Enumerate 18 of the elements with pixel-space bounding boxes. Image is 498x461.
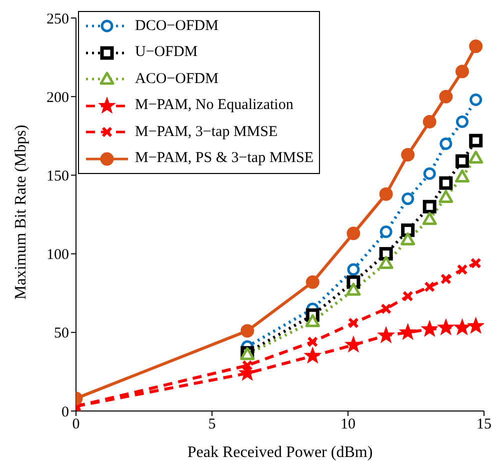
y-tick-label: 150 xyxy=(46,168,69,185)
legend-label: M−PAM, 3−tap MMSE xyxy=(135,124,278,140)
y-axis-title: Maximum Bit Rate (Mbps) xyxy=(12,124,30,300)
legend-label: ACO−OFDM xyxy=(135,70,218,87)
legend-label: M−PAM, PS & 3−tap MMSE xyxy=(135,150,314,166)
x-tick-label: 10 xyxy=(340,416,356,433)
y-tick-label: 100 xyxy=(46,247,69,264)
legend-label: U−OFDM xyxy=(135,44,198,60)
y-tick-label: 200 xyxy=(46,90,69,106)
x-tick-label: 0 xyxy=(72,416,80,433)
legend-label: DCO−OFDM xyxy=(135,18,218,34)
x-tick-label: 5 xyxy=(208,416,216,433)
x-tick-label: 15 xyxy=(476,416,492,433)
legend-label: M−PAM, No Equalization xyxy=(135,97,294,114)
y-tick-label: 250 xyxy=(46,11,69,28)
y-tick-label: 0 xyxy=(62,404,69,420)
y-tick-label: 50 xyxy=(54,326,69,342)
x-axis-title: Peak Received Power (dBm) xyxy=(187,444,373,461)
